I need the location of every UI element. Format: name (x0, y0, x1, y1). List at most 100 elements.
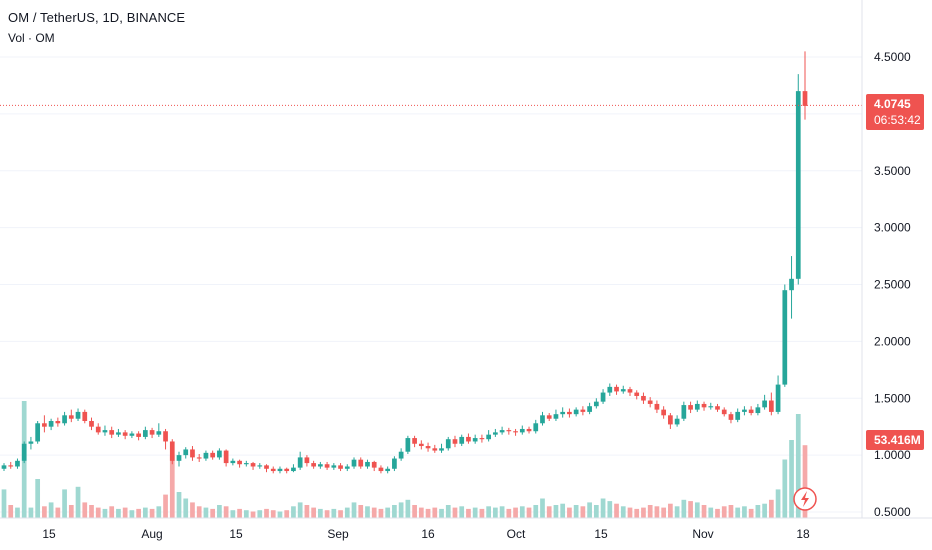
volume-bar (318, 508, 323, 518)
candle (217, 448, 222, 460)
volume-bar (694, 502, 700, 518)
candle-body (445, 439, 451, 449)
price-tick-label: 2.5000 (874, 278, 911, 292)
candle (533, 419, 539, 434)
volume-bar (755, 505, 761, 518)
volume-bar (210, 508, 216, 518)
candle (203, 450, 209, 461)
volume-bar (291, 506, 296, 518)
volume-bar (176, 492, 182, 518)
candle (277, 466, 283, 474)
candle (721, 407, 727, 417)
candle-body (190, 449, 195, 458)
volume-bar (412, 505, 417, 518)
candle-body (284, 468, 290, 472)
candle (405, 435, 411, 454)
candle-body (344, 466, 350, 469)
volume-bar (654, 506, 660, 518)
price-axis[interactable]: 4.50004.00003.50003.00002.50002.00001.50… (874, 50, 911, 519)
volume-bar (190, 502, 195, 518)
volume-bar (546, 506, 552, 518)
candle-body (297, 457, 303, 468)
volume-bar (55, 507, 61, 518)
candle (8, 461, 14, 469)
candle-body (627, 389, 633, 393)
candle-body (358, 459, 364, 467)
candle-body (546, 415, 552, 419)
volume-bar (466, 508, 471, 518)
volume-bar (243, 510, 249, 518)
candle (546, 413, 552, 421)
candle (62, 411, 67, 426)
candle (647, 397, 653, 408)
volume-bar (735, 507, 741, 518)
candle (418, 440, 424, 450)
volume-bar (149, 508, 155, 518)
candle-body (8, 465, 14, 467)
candle-body (176, 455, 182, 461)
candle-body (614, 386, 619, 392)
volume-bar (439, 508, 444, 518)
volume-bar (371, 507, 377, 518)
candle (28, 436, 34, 450)
candle (519, 425, 525, 435)
volume-bar (614, 503, 619, 518)
candle-body (68, 415, 74, 419)
candle (324, 461, 330, 470)
time-axis[interactable]: 15 Aug 15 Sep 16 Oct 15 Nov 18 (42, 527, 810, 541)
candle-body (42, 423, 47, 427)
candle (526, 426, 532, 434)
candle-body (708, 406, 714, 408)
candle (183, 447, 189, 459)
candle-body (237, 460, 242, 465)
lightning-icon[interactable] (793, 487, 817, 511)
volume-bar (688, 501, 693, 518)
candle (728, 411, 734, 424)
candle (412, 435, 417, 448)
volume-bar (472, 507, 478, 518)
candle-body (28, 441, 34, 444)
candle-body (371, 461, 377, 468)
candle (587, 402, 592, 415)
candle-body (573, 409, 579, 415)
candle-body (688, 405, 693, 410)
candle (620, 385, 626, 394)
candle (21, 441, 27, 464)
candle (506, 427, 512, 435)
volume-bar (297, 502, 303, 518)
candle-body (122, 432, 128, 436)
volume-legend: Vol · OM (8, 31, 55, 45)
time-tick-label: 18 (796, 527, 810, 541)
volume-bar (573, 505, 579, 518)
candle-body (136, 433, 141, 437)
time-tick-label: Nov (692, 527, 713, 541)
volume-bar (567, 507, 572, 518)
volume-bar (68, 505, 74, 518)
volume-bar (304, 505, 310, 518)
candle (600, 389, 606, 404)
candle-body (1, 465, 7, 469)
candle-body (580, 409, 586, 412)
candle (782, 284, 788, 387)
candle (48, 418, 54, 431)
price-tick-label: 4.5000 (874, 50, 911, 64)
candles (1, 51, 808, 474)
candle-body (694, 403, 700, 410)
volume-bar (365, 506, 370, 518)
candle (614, 384, 619, 395)
candle (89, 417, 94, 431)
volume-bar (257, 510, 263, 518)
candle-body (365, 461, 370, 467)
price-tick-label: 1.5000 (874, 391, 911, 405)
candle-body (641, 395, 646, 401)
candle (499, 426, 505, 435)
candle (681, 401, 687, 421)
candle (607, 383, 613, 396)
volume-bar (708, 507, 714, 518)
volume-bar (668, 503, 673, 518)
volume-bar (748, 508, 754, 518)
volume-bar (493, 507, 498, 518)
candle-body (351, 459, 357, 467)
candle-body (385, 468, 391, 472)
